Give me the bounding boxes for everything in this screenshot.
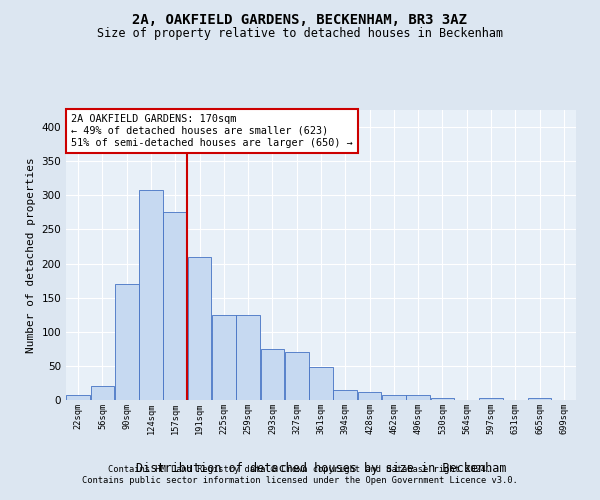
Y-axis label: Number of detached properties: Number of detached properties [26, 157, 36, 353]
Bar [236, 314, 260, 400]
Text: 2A OAKFIELD GARDENS: 170sqm
← 49% of detached houses are smaller (623)
51% of se: 2A OAKFIELD GARDENS: 170sqm ← 49% of det… [71, 114, 353, 148]
Bar [139, 190, 163, 400]
X-axis label: Distribution of detached houses by size in Beckenham: Distribution of detached houses by size … [136, 462, 506, 475]
Bar [527, 398, 551, 400]
Text: Size of property relative to detached houses in Beckenham: Size of property relative to detached ho… [97, 28, 503, 40]
Text: Contains HM Land Registry data © Crown copyright and database right 2024.: Contains HM Land Registry data © Crown c… [109, 465, 491, 474]
Bar [188, 256, 211, 400]
Bar [163, 212, 187, 400]
Bar [212, 314, 236, 400]
Bar [334, 390, 357, 400]
Bar [406, 394, 430, 400]
Bar [285, 352, 308, 400]
Bar [431, 398, 454, 400]
Text: 2A, OAKFIELD GARDENS, BECKENHAM, BR3 3AZ: 2A, OAKFIELD GARDENS, BECKENHAM, BR3 3AZ [133, 12, 467, 26]
Bar [115, 284, 139, 400]
Bar [309, 367, 333, 400]
Bar [260, 349, 284, 400]
Bar [91, 386, 115, 400]
Bar [358, 392, 382, 400]
Bar [479, 398, 503, 400]
Bar [382, 394, 406, 400]
Text: Contains public sector information licensed under the Open Government Licence v3: Contains public sector information licen… [82, 476, 518, 485]
Bar [66, 394, 90, 400]
